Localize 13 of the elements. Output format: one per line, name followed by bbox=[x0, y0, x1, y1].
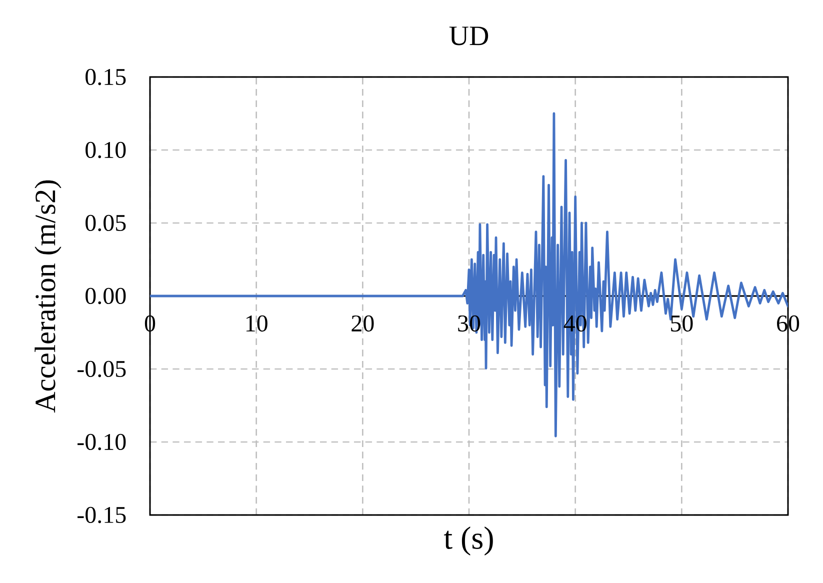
x-tick-label: 50 bbox=[671, 315, 693, 332]
y-tick-label: -0.10 bbox=[78, 434, 126, 450]
chart-title: UD bbox=[449, 26, 488, 46]
y-tick-label: -0.05 bbox=[78, 360, 126, 378]
x-axis-title: t (s) bbox=[444, 526, 493, 556]
y-axis-title: Acceleration (m/s2) bbox=[34, 180, 62, 413]
y-tick-label: 0.00 bbox=[86, 288, 126, 304]
x-tick-label: 20 bbox=[352, 315, 374, 332]
y-tick-label: 0.10 bbox=[86, 142, 126, 158]
x-tick-label: 10 bbox=[246, 315, 268, 332]
y-tick-label: 0.15 bbox=[86, 68, 126, 86]
y-tick-label: 0.05 bbox=[86, 214, 126, 232]
y-tick-label: -0.15 bbox=[78, 506, 126, 524]
